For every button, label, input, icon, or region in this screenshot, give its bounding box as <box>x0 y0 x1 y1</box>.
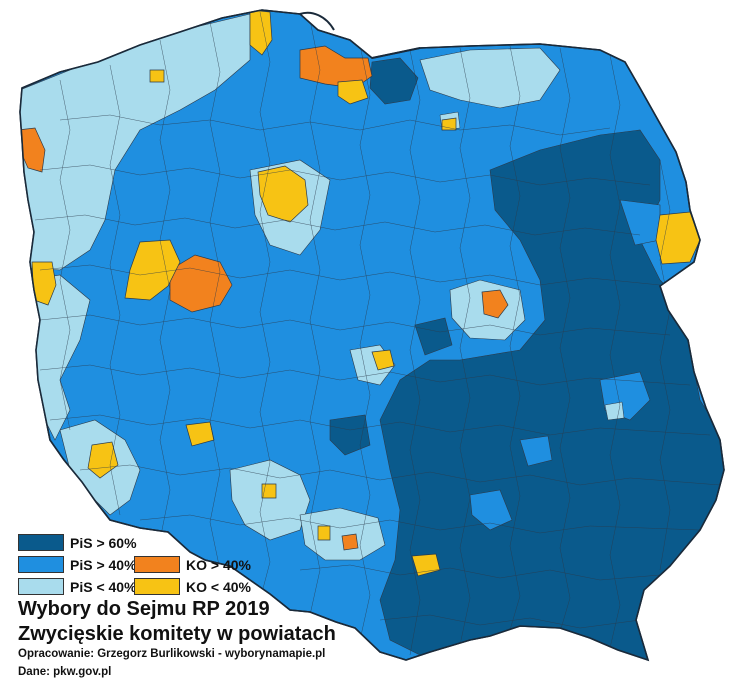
hel-peninsula <box>299 11 335 31</box>
legend-item-ko-lt40: KO < 40% <box>134 578 251 595</box>
region-ko-lt40 <box>257 165 309 223</box>
region-ko-lt40 <box>261 483 277 499</box>
region-ko-lt40 <box>87 441 119 479</box>
region-ko-lt40 <box>149 69 165 83</box>
legend-label: KO < 40% <box>186 578 251 595</box>
legend-swatch <box>134 578 180 595</box>
legend-swatch <box>134 556 180 573</box>
region-ko-lt40 <box>317 525 331 541</box>
region-pis-lt40 <box>419 47 561 109</box>
region-ko-lt40 <box>337 79 369 105</box>
legend-label: PiS > 60% <box>70 534 137 551</box>
country-border <box>19 9 725 662</box>
region-ko-gt40 <box>169 254 233 313</box>
region-pis-gt60 <box>414 317 453 356</box>
region-pis-lt40 <box>604 401 625 421</box>
legend-label: PiS < 40% <box>70 578 137 595</box>
region-ko-lt40 <box>371 349 395 371</box>
map-title: Wybory do Sejmu RP 2019 <box>18 598 270 620</box>
vistula-spit <box>371 47 421 59</box>
legend-label: KO > 40% <box>186 556 251 573</box>
credit-data-source: Dane: pkw.gov.pl <box>18 666 112 678</box>
region-ko-gt40 <box>341 533 359 551</box>
credit-author: Opracowanie: Grzegorz Burlikowski - wybo… <box>18 648 326 660</box>
legend-swatch <box>18 578 64 595</box>
region-ko-lt40 <box>441 117 457 131</box>
legend-item-pis-gt40: PiS > 40% <box>18 556 137 573</box>
region-ko-gt40 <box>481 289 509 319</box>
legend-item-ko-gt40: KO > 40% <box>134 556 251 573</box>
region-pis-gt60 <box>369 57 419 105</box>
region-ko-lt40 <box>185 421 215 447</box>
region-ko-lt40 <box>124 239 181 301</box>
map-subtitle: Zwycięskie komitety w powiatach <box>18 623 336 645</box>
legend-swatch <box>18 534 64 551</box>
powiat-borders <box>34 11 721 656</box>
legend-item-pis-lt40: PiS < 40% <box>18 578 137 595</box>
region-ko-gt40 <box>299 45 373 89</box>
legend-item-pis-gt60: PiS > 60% <box>18 534 137 551</box>
legend-swatch <box>18 556 64 573</box>
region-ko-gt40 <box>20 127 46 173</box>
legend-label: PiS > 40% <box>70 556 137 573</box>
region-pis-gt40 <box>519 435 553 467</box>
region-pis-lt40 <box>229 459 311 541</box>
region-pis-lt40 <box>299 507 386 561</box>
